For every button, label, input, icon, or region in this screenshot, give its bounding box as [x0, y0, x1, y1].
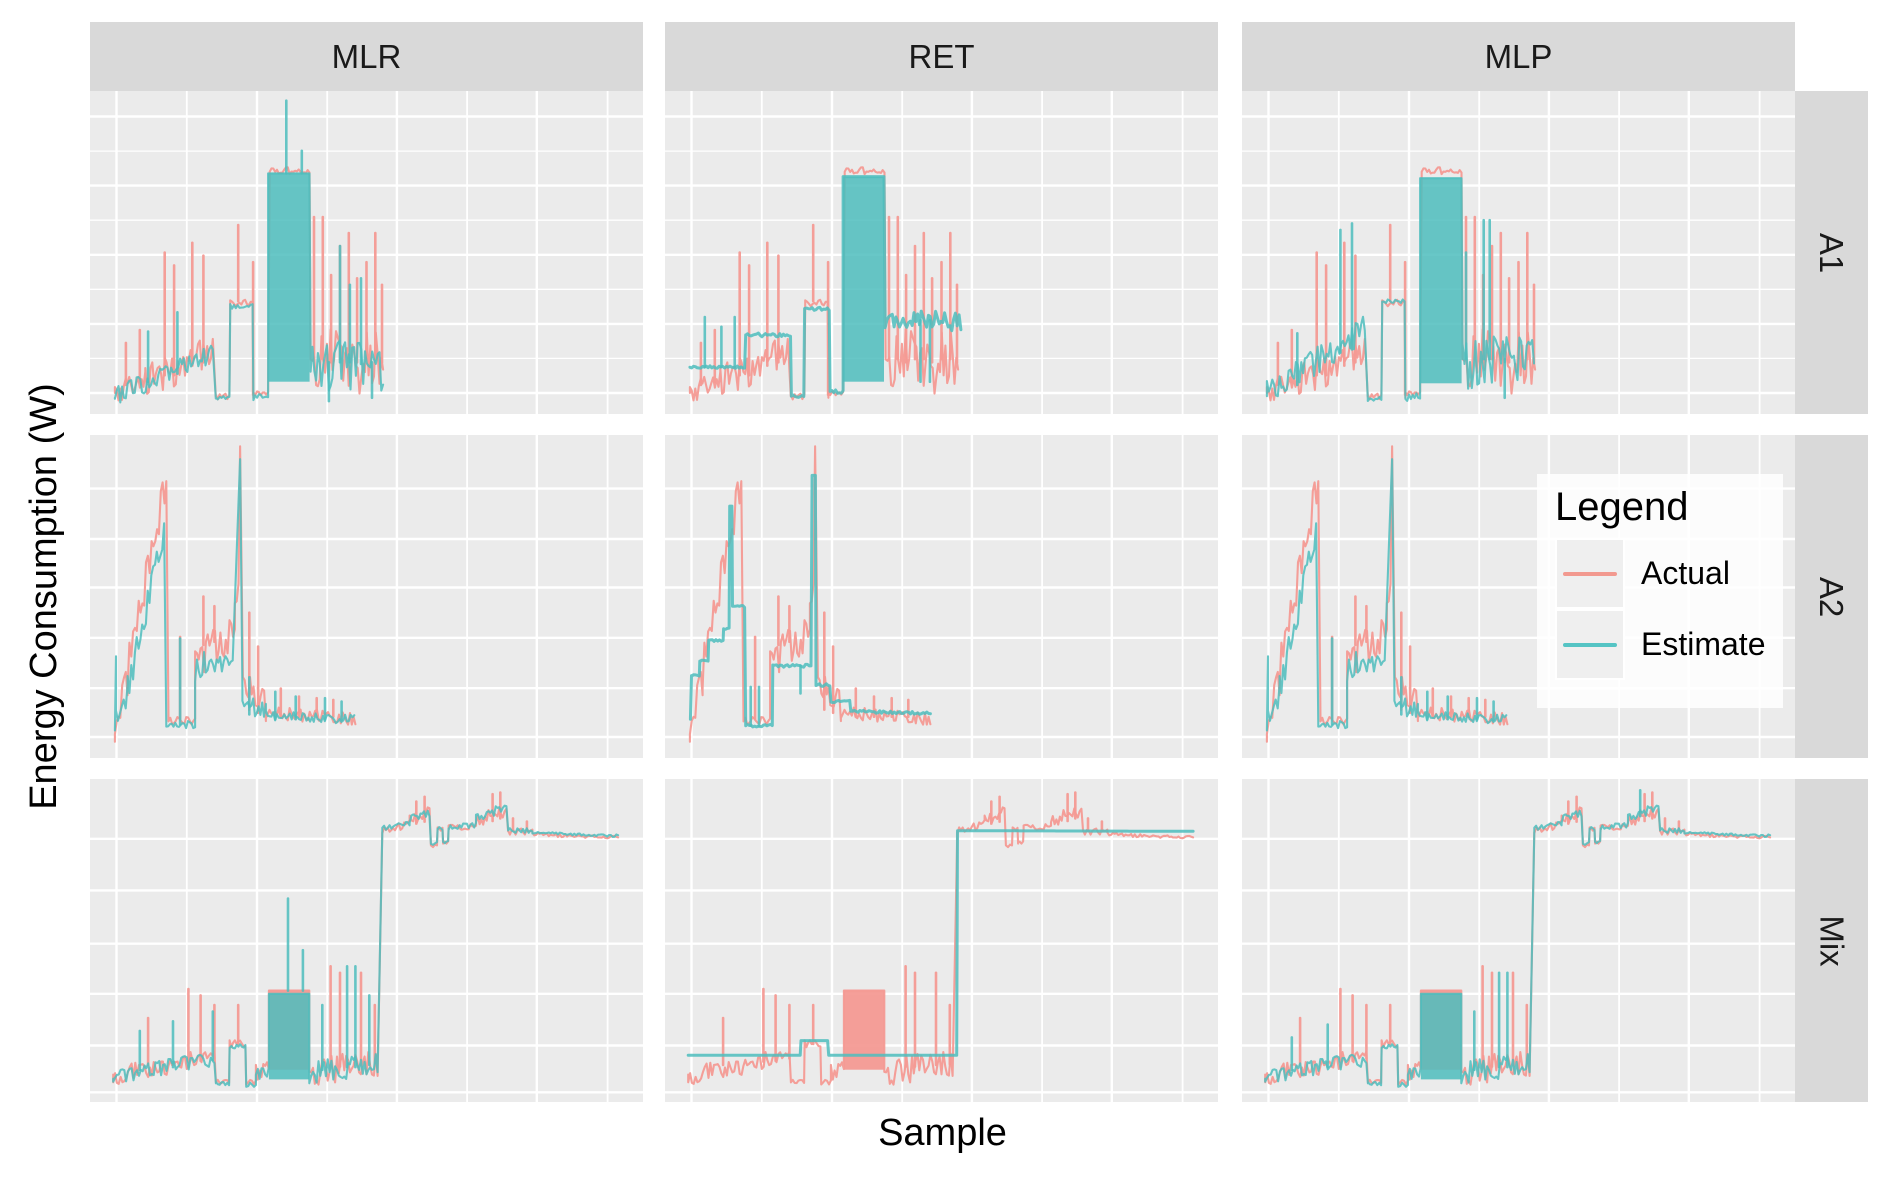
facet-strip-mix: Mix: [1795, 779, 1868, 1102]
facet-strip-a1: A1: [1795, 91, 1868, 414]
facet-strip-mlr: MLR: [90, 22, 643, 91]
facet-strip-ret: RET: [665, 22, 1218, 91]
legend: Legend Actual Estimate: [1537, 474, 1783, 708]
estimate-line-swatch: [1563, 642, 1617, 647]
facet-strip-label: A1: [1813, 232, 1851, 273]
legend-key-estimate: [1555, 609, 1625, 680]
legend-entry-estimate: Estimate: [1555, 609, 1783, 680]
legend-label-actual: Actual: [1641, 555, 1730, 591]
facet-strip-a2: A2: [1795, 435, 1868, 758]
panel-MLR-A1: [90, 91, 643, 414]
panel-MLP-A1: [1242, 91, 1795, 414]
legend-entry-actual: Actual: [1555, 538, 1783, 609]
legend-key-actual: [1555, 538, 1625, 609]
y-axis-title: Energy Consumption (W): [22, 383, 65, 810]
panel-MLR-A2: [90, 435, 643, 758]
panel-RET-A2: [665, 435, 1218, 758]
panel-RET-A1: [665, 91, 1218, 414]
facet-strip-mlp: MLP: [1242, 22, 1795, 91]
panel-RET-Mix: [665, 779, 1218, 1102]
panel-MLP-Mix: [1242, 779, 1795, 1102]
facet-strip-label: MLR: [331, 37, 402, 75]
x-axis-title: Sample: [878, 1112, 1007, 1154]
legend-title: Legend: [1555, 485, 1689, 529]
facet-strip-label: A2: [1813, 576, 1851, 617]
facet-strip-label: MLP: [1484, 37, 1553, 75]
facet-strip-label: Mix: [1813, 914, 1851, 967]
actual-line-swatch: [1563, 571, 1617, 576]
panel-MLR-Mix: [90, 779, 643, 1102]
facet-strip-label: RET: [908, 37, 975, 75]
legend-label-estimate: Estimate: [1641, 626, 1766, 662]
